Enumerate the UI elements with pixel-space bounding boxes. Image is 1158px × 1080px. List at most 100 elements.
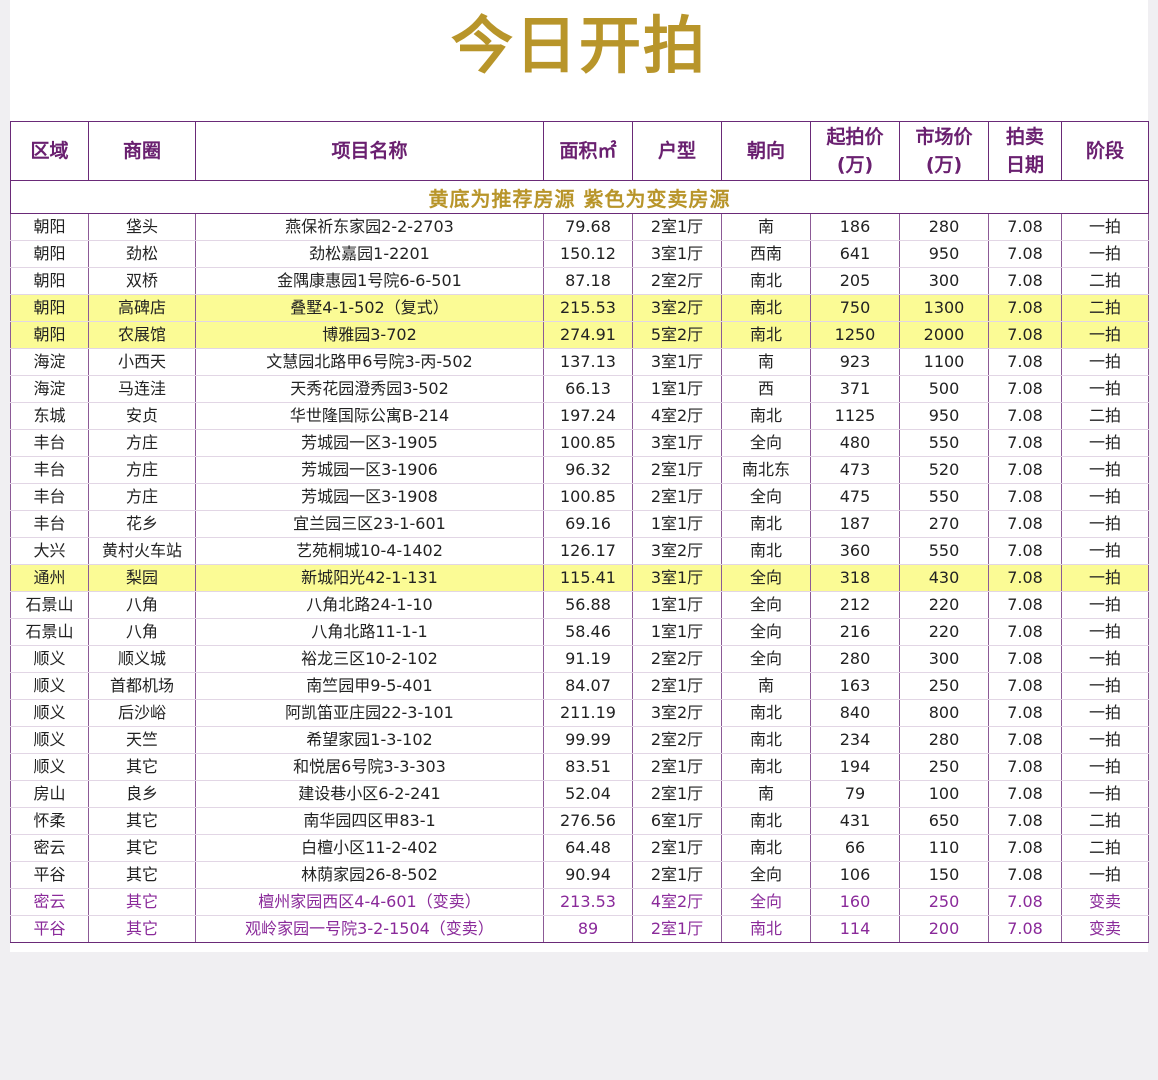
table-row: 顺义 其它 和悦居6号院3-3-303 83.51 2室1厅 南北 194 250 7.08 一拍 bbox=[10, 753, 1149, 781]
table-row: 朝阳 劲松 劲松嘉园1-2201 150.12 3室1厅 西南 641 950 7.08 一拍 bbox=[10, 240, 1149, 268]
cell-start-price: 66 bbox=[810, 834, 900, 862]
cell-size: 213.53 bbox=[543, 888, 633, 916]
header-market-price-line2: (万) bbox=[925, 154, 963, 176]
cell-stage: 二拍 bbox=[1061, 402, 1149, 430]
cell-size: 79.68 bbox=[543, 213, 633, 241]
cell-project: 观岭家园一号院3-2-1504（变卖） bbox=[195, 915, 544, 943]
cell-start-price: 212 bbox=[810, 591, 900, 619]
table-row: 丰台 花乡 宜兰园三区23-1-601 69.16 1室1厅 南北 187 270 7.08 一拍 bbox=[10, 510, 1149, 538]
cell-start-price: 187 bbox=[810, 510, 900, 538]
cell-district: 密云 bbox=[10, 888, 89, 916]
cell-project: 白檀小区11-2-402 bbox=[195, 834, 544, 862]
cell-district: 顺义 bbox=[10, 672, 89, 700]
cell-size: 90.94 bbox=[543, 861, 633, 889]
cell-date: 7.08 bbox=[988, 537, 1062, 565]
cell-area: 高碑店 bbox=[88, 294, 196, 322]
cell-start-price: 106 bbox=[810, 861, 900, 889]
cell-orientation: 西 bbox=[721, 375, 811, 403]
cell-stage: 一拍 bbox=[1061, 429, 1149, 457]
cell-size: 96.32 bbox=[543, 456, 633, 484]
table-row: 平谷 其它 观岭家园一号院3-2-1504（变卖） 89 2室1厅 南北 114 200 7.0… bbox=[10, 915, 1149, 943]
cell-orientation: 南北 bbox=[721, 699, 811, 727]
cell-area: 后沙峪 bbox=[88, 699, 196, 727]
cell-orientation: 全向 bbox=[721, 564, 811, 592]
cell-area: 良乡 bbox=[88, 780, 196, 808]
cell-stage: 一拍 bbox=[1061, 375, 1149, 403]
cell-start-price: 163 bbox=[810, 672, 900, 700]
cell-orientation: 南北 bbox=[721, 753, 811, 781]
cell-project: 博雅园3-702 bbox=[195, 321, 544, 349]
cell-district: 通州 bbox=[10, 564, 89, 592]
cell-orientation: 南北 bbox=[721, 510, 811, 538]
cell-district: 丰台 bbox=[10, 456, 89, 484]
cell-area: 其它 bbox=[88, 888, 196, 916]
cell-area: 黄村火车站 bbox=[88, 537, 196, 565]
cell-size: 87.18 bbox=[543, 267, 633, 295]
page-title: 今日开拍 bbox=[450, 9, 707, 82]
cell-date: 7.08 bbox=[988, 483, 1062, 511]
cell-market-price: 250 bbox=[899, 672, 989, 700]
cell-stage: 一拍 bbox=[1061, 564, 1149, 592]
header-start-price: 起拍价 (万) bbox=[810, 121, 900, 181]
cell-stage: 一拍 bbox=[1061, 726, 1149, 754]
cell-market-price: 1100 bbox=[899, 348, 989, 376]
cell-start-price: 371 bbox=[810, 375, 900, 403]
cell-project: 和悦居6号院3-3-303 bbox=[195, 753, 544, 781]
cell-market-price: 220 bbox=[899, 591, 989, 619]
cell-district: 丰台 bbox=[10, 510, 89, 538]
cell-project: 文慧园北路甲6号院3-丙-502 bbox=[195, 348, 544, 376]
cell-date: 7.08 bbox=[988, 888, 1062, 916]
cell-start-price: 234 bbox=[810, 726, 900, 754]
cell-area: 安贞 bbox=[88, 402, 196, 430]
cell-district: 丰台 bbox=[10, 483, 89, 511]
cell-stage: 一拍 bbox=[1061, 591, 1149, 619]
cell-date: 7.08 bbox=[988, 753, 1062, 781]
cell-district: 朝阳 bbox=[10, 240, 89, 268]
cell-market-price: 500 bbox=[899, 375, 989, 403]
cell-orientation: 南北东 bbox=[721, 456, 811, 484]
cell-market-price: 550 bbox=[899, 483, 989, 511]
right-margin-strip bbox=[1148, 0, 1158, 1080]
cell-size: 215.53 bbox=[543, 294, 633, 322]
cell-project: 劲松嘉园1-2201 bbox=[195, 240, 544, 268]
table-row: 顺义 天竺 希望家园1-3-102 99.99 2室2厅 南北 234 280 7.08 一拍 bbox=[10, 726, 1149, 754]
cell-layout: 2室1厅 bbox=[632, 213, 722, 241]
cell-start-price: 280 bbox=[810, 645, 900, 673]
cell-orientation: 全向 bbox=[721, 483, 811, 511]
cell-market-price: 220 bbox=[899, 618, 989, 646]
cell-date: 7.08 bbox=[988, 564, 1062, 592]
cell-start-price: 216 bbox=[810, 618, 900, 646]
cell-district: 大兴 bbox=[10, 537, 89, 565]
cell-district: 顺义 bbox=[10, 753, 89, 781]
cell-orientation: 南 bbox=[721, 213, 811, 241]
cell-layout: 3室1厅 bbox=[632, 240, 722, 268]
cell-layout: 5室2厅 bbox=[632, 321, 722, 349]
cell-layout: 3室1厅 bbox=[632, 429, 722, 457]
cell-orientation: 南 bbox=[721, 348, 811, 376]
left-margin-strip bbox=[0, 0, 10, 1080]
cell-size: 91.19 bbox=[543, 645, 633, 673]
cell-size: 137.13 bbox=[543, 348, 633, 376]
cell-date: 7.08 bbox=[988, 321, 1062, 349]
cell-date: 7.08 bbox=[988, 294, 1062, 322]
cell-date: 7.08 bbox=[988, 861, 1062, 889]
cell-project: 檀州家园西区4-4-601（变卖） bbox=[195, 888, 544, 916]
cell-orientation: 南 bbox=[721, 780, 811, 808]
cell-district: 朝阳 bbox=[10, 213, 89, 241]
header-market-price-line1: 市场价 bbox=[915, 126, 973, 148]
cell-market-price: 950 bbox=[899, 402, 989, 430]
header-district: 区域 bbox=[10, 121, 89, 181]
cell-layout: 2室1厅 bbox=[632, 861, 722, 889]
cell-stage: 一拍 bbox=[1061, 618, 1149, 646]
cell-start-price: 431 bbox=[810, 807, 900, 835]
cell-layout: 3室2厅 bbox=[632, 294, 722, 322]
cell-district: 顺义 bbox=[10, 699, 89, 727]
cell-size: 115.41 bbox=[543, 564, 633, 592]
cell-date: 7.08 bbox=[988, 402, 1062, 430]
cell-area: 其它 bbox=[88, 861, 196, 889]
cell-area: 马连洼 bbox=[88, 375, 196, 403]
header-project: 项目名称 bbox=[195, 121, 544, 181]
cell-layout: 2室1厅 bbox=[632, 483, 722, 511]
cell-market-price: 250 bbox=[899, 888, 989, 916]
